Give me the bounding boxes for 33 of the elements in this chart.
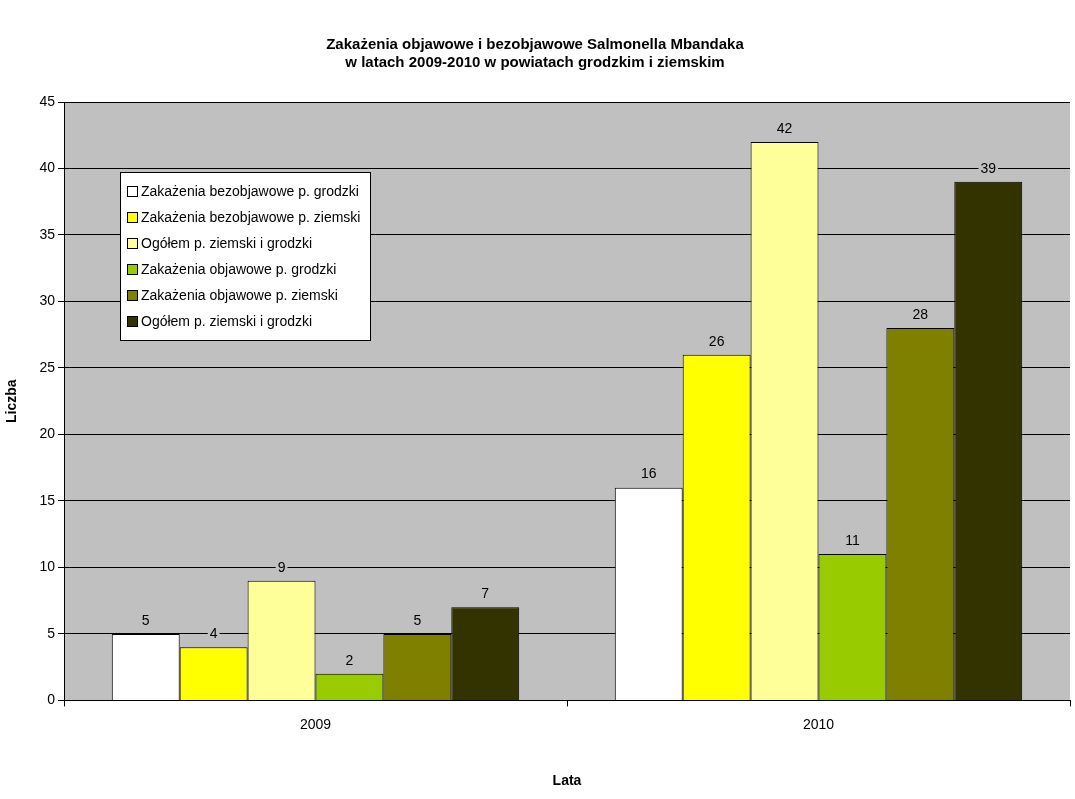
y-tick-label: 35 (39, 225, 56, 242)
chart-title: Zakażenia objawowe i bezobjawowe Salmonella Mbandaka w latach 2009-2010 w powiatach grodzkim i ziemskim (326, 35, 745, 71)
data-label: 9 (277, 558, 286, 575)
y-tick-label: 40 (39, 159, 56, 176)
legend-label: Zakażenia bezobjawowe p. ziemski (141, 209, 361, 225)
y-tick-label: 0 (47, 691, 56, 708)
x-tick-label: 2010 (802, 715, 835, 732)
legend-label: Zakażenia objawowe p. grodzki (141, 261, 337, 277)
data-label: 42 (776, 119, 793, 136)
legend-label: Zakażenia bezobjawowe p. grodzki (141, 183, 359, 199)
y-tick-label: 25 (39, 358, 56, 375)
legend-label: Ogółem p. ziemski i grodzki (141, 235, 313, 251)
legend-label: Zakażenia objawowe p. ziemski (141, 287, 338, 303)
y-tick-label: 20 (39, 425, 56, 442)
data-label: 16 (640, 465, 657, 482)
y-tick-label: 30 (39, 292, 56, 309)
x-axis-title: Lata (552, 772, 582, 789)
legend-label: Ogółem p. ziemski i grodzki (141, 313, 313, 329)
y-tick-label: 45 (39, 92, 56, 109)
data-label: 4 (209, 625, 218, 642)
data-label: 28 (912, 305, 929, 322)
x-tick-label: 2009 (299, 715, 332, 732)
data-label: 5 (413, 611, 422, 628)
data-label: 39 (980, 159, 997, 176)
data-label: 5 (141, 611, 150, 628)
y-tick-label: 10 (39, 558, 56, 575)
y-axis-title: Liczba (3, 379, 20, 423)
data-label: 26 (708, 332, 725, 349)
data-label: 11 (845, 531, 860, 548)
data-label: 2 (345, 651, 354, 668)
data-label: 7 (481, 585, 490, 602)
y-tick-label: 15 (39, 491, 56, 508)
y-tick-label: 5 (47, 624, 56, 641)
